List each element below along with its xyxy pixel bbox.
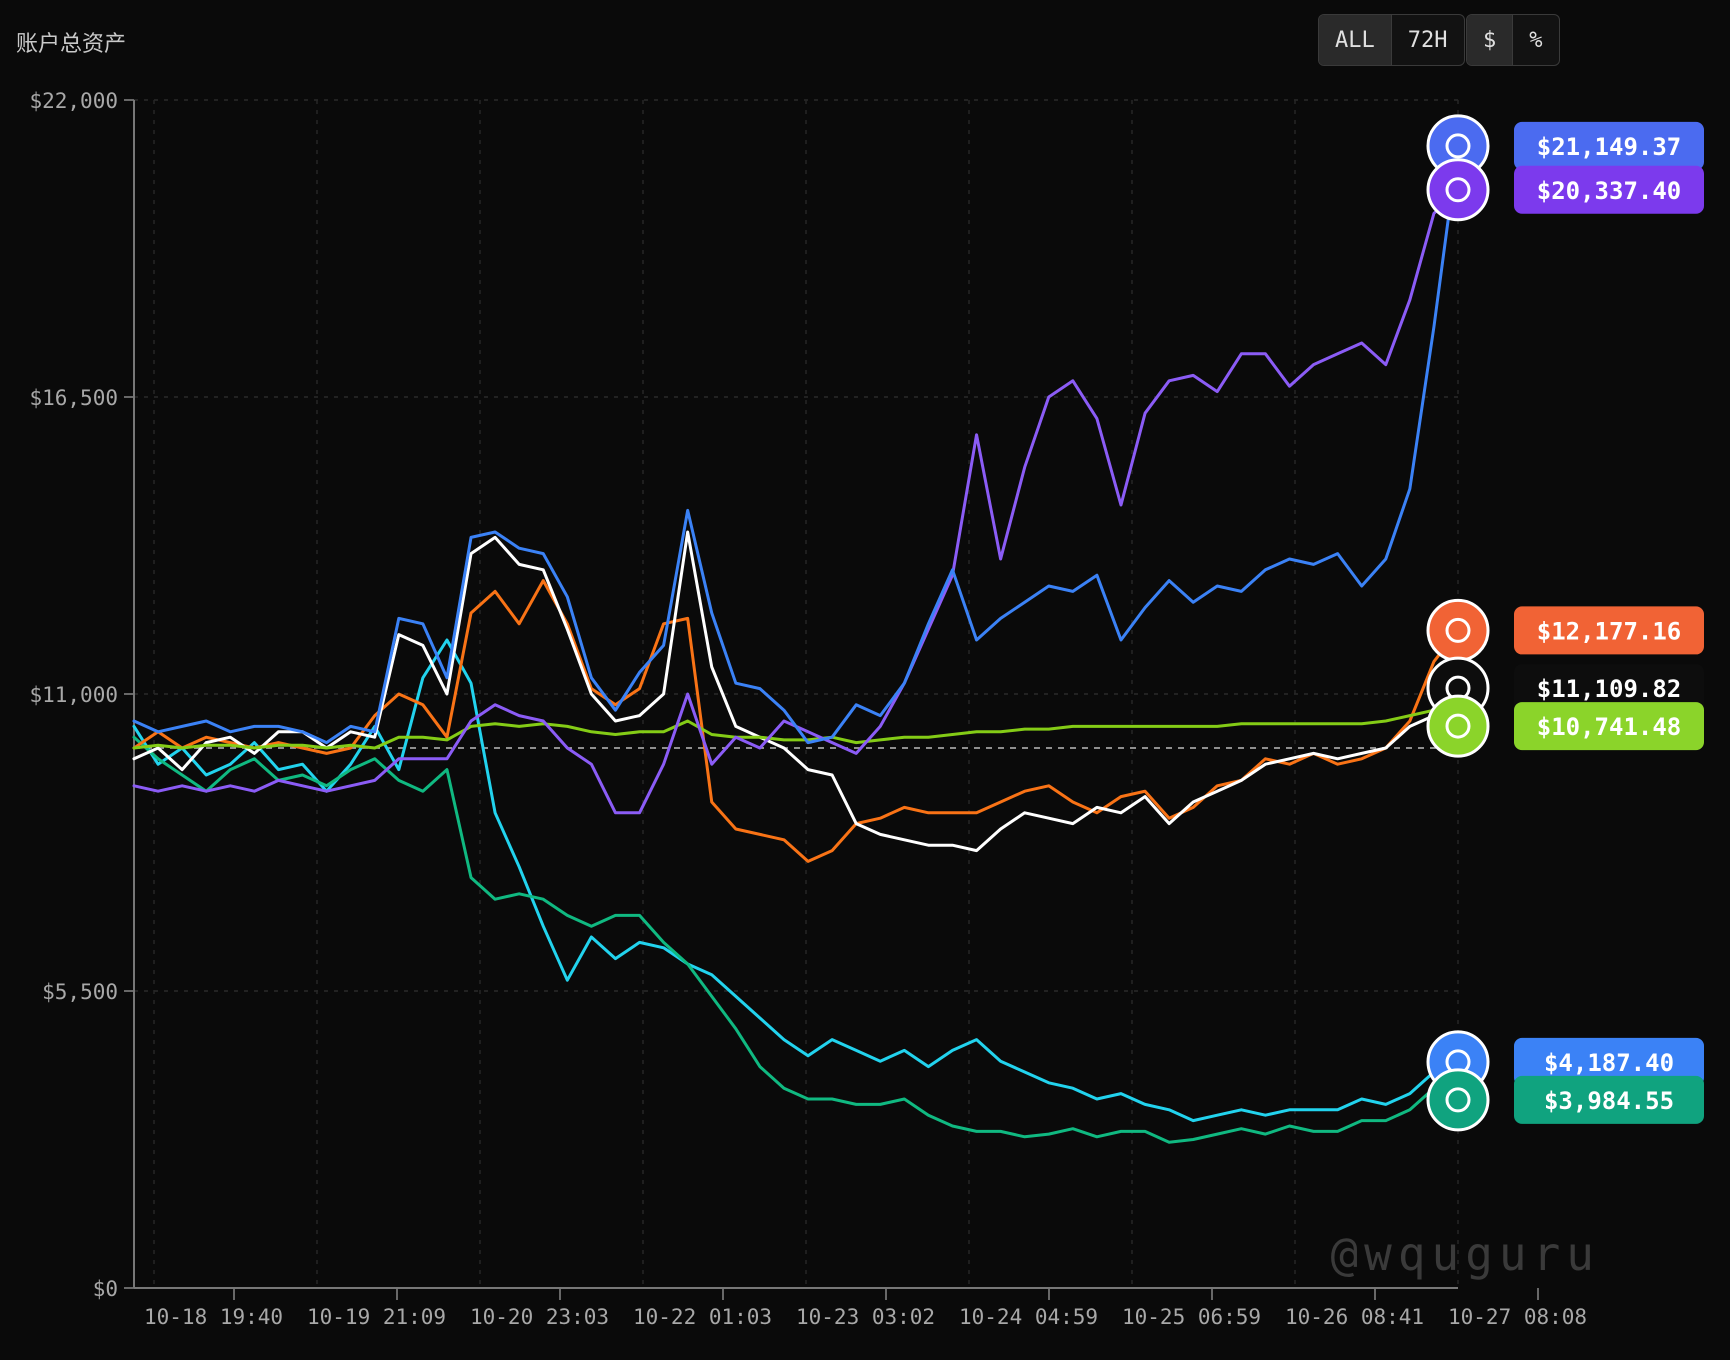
x-tick-label: 10-26 08:41 — [1285, 1305, 1424, 1329]
chatgpt-icon-glyph — [1445, 1087, 1471, 1113]
value-pill — [1514, 121, 1704, 170]
unit-toggle: $ % — [1466, 14, 1560, 66]
kimi-icon-glyph — [1445, 177, 1471, 203]
x-tick-label: 10-18 19:40 — [144, 1305, 283, 1329]
series-line — [132, 638, 1460, 1123]
x-tick-label: 10-24 04:59 — [959, 1305, 1098, 1329]
range-all-button[interactable]: ALL — [1319, 15, 1391, 65]
bitcoin-icon — [1426, 694, 1490, 758]
x-tick-label: 10-25 06:59 — [1122, 1305, 1261, 1329]
y-tick-label: $22,000 — [29, 89, 118, 113]
value-pill — [1514, 1037, 1704, 1086]
value-pill-label: $10,741.48 — [1537, 713, 1682, 741]
kimi-icon — [1426, 158, 1490, 222]
series-line — [132, 530, 1460, 853]
value-pill-label: $3,984.55 — [1544, 1087, 1674, 1115]
value-pill — [1514, 702, 1704, 751]
series-line — [132, 579, 1460, 863]
series-line — [132, 188, 1460, 815]
deepseek-icon-glyph — [1445, 133, 1471, 159]
value-pill-label: $11,109.82 — [1537, 675, 1682, 703]
y-tick-label: $16,500 — [29, 386, 118, 410]
series-line — [132, 706, 1460, 750]
x-tick-label: 10-19 21:09 — [307, 1305, 446, 1329]
y-tick-label: $11,000 — [29, 683, 118, 707]
x-tick-label: 10-20 23:03 — [470, 1305, 609, 1329]
endpoint-markers: $21,149.37 $20,337.40 $12,177.16 $11,109.82… — [1426, 114, 1704, 1132]
y-tick-label: $0 — [93, 1277, 118, 1301]
axes: $0 $5,500 $11,000 $16,500 $22,000 10-18 19:40… — [29, 89, 1587, 1329]
value-pill-label: $4,187.40 — [1544, 1049, 1674, 1077]
value-pill — [1514, 606, 1704, 655]
watermark: @wquguru — [1330, 1227, 1600, 1281]
chatgpt-icon — [1426, 1068, 1490, 1132]
value-pill — [1514, 1075, 1704, 1124]
y-tick-label: $5,500 — [42, 980, 118, 1004]
value-pill-label: $21,149.37 — [1537, 133, 1682, 161]
value-pill-label: $20,337.40 — [1537, 177, 1682, 205]
claude-icon-glyph — [1445, 617, 1471, 643]
series-line — [132, 144, 1460, 745]
claude-icon — [1426, 598, 1490, 662]
range-72h-button[interactable]: 72H — [1390, 15, 1464, 65]
series-line — [132, 735, 1460, 1144]
value-pill — [1514, 165, 1704, 214]
unit-dollar-button[interactable]: $ — [1467, 15, 1513, 65]
page-title: 账户总资产 — [16, 32, 127, 57]
x-tick-label: 10-22 01:03 — [633, 1305, 772, 1329]
x-tick-label: 10-27 08:08 — [1448, 1305, 1587, 1329]
unit-percent-button[interactable]: % — [1512, 15, 1558, 65]
value-pill-label: $12,177.16 — [1537, 617, 1682, 645]
range-toggle: ALL 72H — [1318, 14, 1465, 66]
value-pill — [1514, 664, 1704, 713]
grid — [134, 99, 1459, 1288]
x-tick-label: 10-23 03:02 — [796, 1305, 935, 1329]
bitcoin-icon-glyph — [1445, 713, 1471, 739]
series-lines — [132, 144, 1460, 1144]
